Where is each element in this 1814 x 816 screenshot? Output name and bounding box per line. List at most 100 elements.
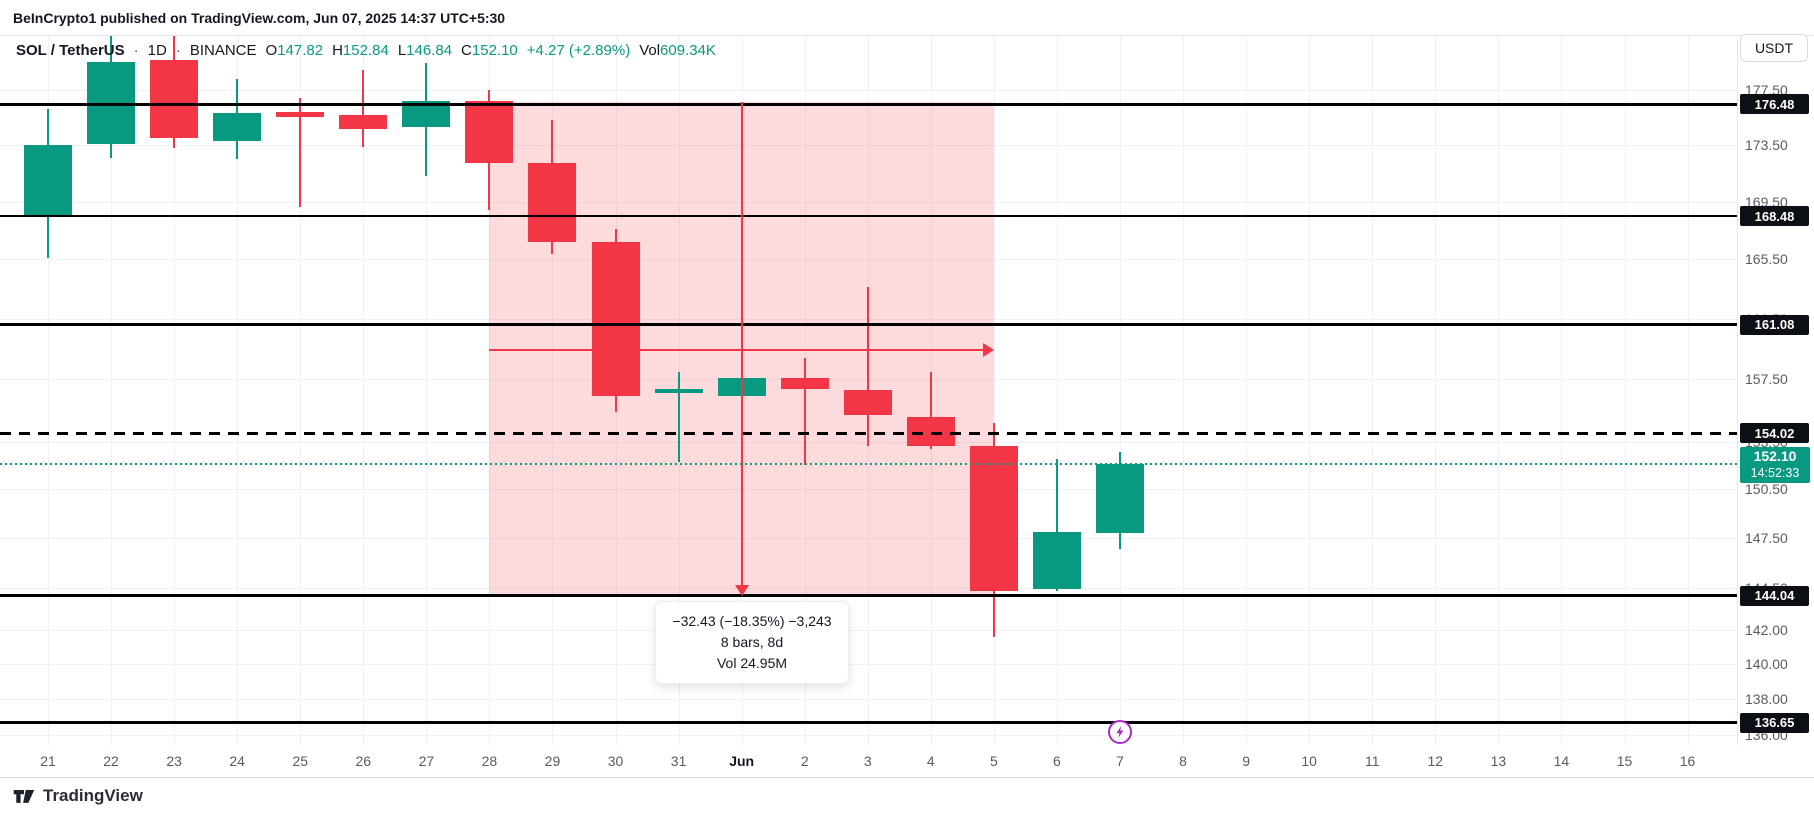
measure-tooltip-change: −32.43 (−18.35%) −3,243 bbox=[672, 613, 832, 629]
time-tick-label: 15 bbox=[1616, 753, 1633, 769]
time-tick-label: 7 bbox=[1116, 753, 1124, 769]
time-tick-label: 9 bbox=[1242, 753, 1251, 769]
axis-bottom-border bbox=[0, 777, 1814, 778]
price-level-badge: 176.48 bbox=[1740, 94, 1809, 114]
grid-line-horizontal bbox=[0, 538, 1737, 540]
grid-line-vertical bbox=[174, 36, 176, 745]
change-value: +4.27 (+2.89%) bbox=[526, 42, 631, 59]
price-tick-label: 173.50 bbox=[1745, 137, 1788, 154]
price-tick-label: 142.00 bbox=[1745, 622, 1788, 639]
current-price-line bbox=[0, 462, 1737, 465]
candle-body bbox=[24, 145, 72, 216]
candle-body bbox=[213, 113, 262, 142]
symbol-name[interactable]: SOL / TetherUS bbox=[16, 42, 125, 59]
candle-body bbox=[339, 114, 388, 129]
candle-body bbox=[969, 446, 1018, 592]
candle-body bbox=[906, 416, 955, 447]
grid-line-vertical bbox=[1498, 36, 1500, 745]
time-tick-label: 11 bbox=[1364, 753, 1380, 769]
volume-value: Vol 609.34K bbox=[639, 42, 716, 59]
time-tick-label: 30 bbox=[607, 753, 624, 769]
time-tick-label: 6 bbox=[1053, 753, 1061, 769]
grid-line-vertical bbox=[237, 36, 239, 745]
time-tick-label: 22 bbox=[103, 753, 119, 769]
price-tick-label: 138.00 bbox=[1745, 691, 1788, 708]
measure-tooltip: −32.43 (−18.35%) −3,243 8 bars, 8d Vol 2… bbox=[655, 601, 849, 684]
time-tick-label: 25 bbox=[292, 753, 309, 769]
time-tick-label: 2 bbox=[800, 753, 809, 769]
time-tick-label: 10 bbox=[1301, 753, 1317, 769]
time-tick-label: 13 bbox=[1490, 753, 1507, 769]
measure-down-arrow-icon bbox=[734, 584, 749, 596]
price-level-badge: 154.02 bbox=[1740, 423, 1809, 444]
price-tick-label: 165.50 bbox=[1745, 251, 1788, 268]
candle-body bbox=[1096, 463, 1145, 533]
price-axis[interactable] bbox=[1737, 36, 1814, 778]
price-level-line[interactable] bbox=[0, 721, 1737, 725]
grid-line-vertical bbox=[111, 36, 113, 745]
price-tick-label: 169.50 bbox=[1745, 193, 1788, 210]
time-tick-label: 3 bbox=[863, 753, 872, 769]
low-value: L 146.84 bbox=[397, 42, 453, 59]
candle-wick bbox=[362, 69, 365, 147]
grid-line-vertical bbox=[993, 36, 995, 745]
time-tick-label: 4 bbox=[926, 753, 935, 769]
grid-line-vertical bbox=[48, 36, 49, 745]
grid-line-vertical bbox=[489, 36, 491, 745]
candle-wick bbox=[866, 287, 869, 447]
price-level-line[interactable] bbox=[0, 215, 1737, 218]
time-tick-label: 23 bbox=[166, 753, 182, 769]
grid-line-vertical bbox=[1056, 36, 1058, 745]
lightning-marker[interactable] bbox=[1108, 720, 1133, 744]
time-tick-label: 21 bbox=[40, 753, 56, 769]
legend-separator: · bbox=[133, 42, 139, 59]
attribution-bar: BeInCrypto1 published on TradingView.com… bbox=[0, 0, 1814, 36]
tradingview-logo-text: TradingView bbox=[43, 786, 143, 805]
time-tick-label: 28 bbox=[481, 753, 498, 769]
grid-line-vertical bbox=[1120, 36, 1122, 745]
grid-line-vertical bbox=[1372, 36, 1374, 745]
measure-horizontal-line bbox=[489, 348, 984, 351]
open-value: O 147.82 bbox=[265, 42, 324, 59]
price-tick-label: 150.50 bbox=[1745, 481, 1788, 498]
grid-line-vertical bbox=[363, 36, 365, 745]
time-tick-label: 5 bbox=[989, 753, 998, 769]
time-tick-label: 14 bbox=[1553, 753, 1570, 769]
candle-body bbox=[150, 60, 199, 139]
candle-body bbox=[780, 377, 829, 389]
measure-right-arrow-icon bbox=[982, 342, 994, 357]
grid-line-horizontal bbox=[0, 699, 1737, 701]
grid-line-horizontal bbox=[0, 201, 1737, 203]
price-level-line[interactable] bbox=[0, 102, 1737, 106]
grid-line-vertical bbox=[1435, 36, 1437, 745]
grid-line-horizontal bbox=[0, 145, 1737, 147]
price-level-line[interactable] bbox=[0, 431, 1737, 435]
grid-line-horizontal bbox=[0, 664, 1737, 666]
candle-body bbox=[276, 111, 325, 118]
price-level-line[interactable] bbox=[0, 323, 1737, 327]
tradingview-logo[interactable]: TradingView bbox=[12, 784, 143, 808]
price-tick-label: 140.00 bbox=[1745, 656, 1788, 673]
time-axis[interactable] bbox=[0, 745, 1814, 778]
grid-line-vertical bbox=[300, 36, 302, 745]
grid-line-vertical bbox=[552, 36, 554, 745]
currency-button[interactable]: USDT bbox=[1740, 34, 1808, 62]
measure-vertical-line bbox=[740, 102, 743, 586]
measure-tooltip-bars: 8 bars, 8d bbox=[720, 634, 784, 650]
price-level-line[interactable] bbox=[0, 594, 1737, 598]
interval-label[interactable]: 1D bbox=[147, 42, 167, 59]
time-tick-label: Jun bbox=[729, 753, 755, 769]
time-tick-label: 8 bbox=[1179, 753, 1187, 769]
time-tick-label: 12 bbox=[1427, 753, 1444, 769]
candle-wick bbox=[299, 98, 302, 208]
candle-wick bbox=[803, 357, 806, 466]
candle-wick bbox=[1055, 459, 1058, 592]
price-level-badge: 161.08 bbox=[1740, 314, 1809, 335]
tradingview-logo-icon bbox=[12, 784, 36, 808]
time-tick-label: 26 bbox=[355, 753, 372, 769]
time-tick-label: 29 bbox=[544, 753, 561, 769]
high-value: H 152.84 bbox=[332, 42, 389, 59]
time-tick-label: 16 bbox=[1679, 753, 1696, 769]
